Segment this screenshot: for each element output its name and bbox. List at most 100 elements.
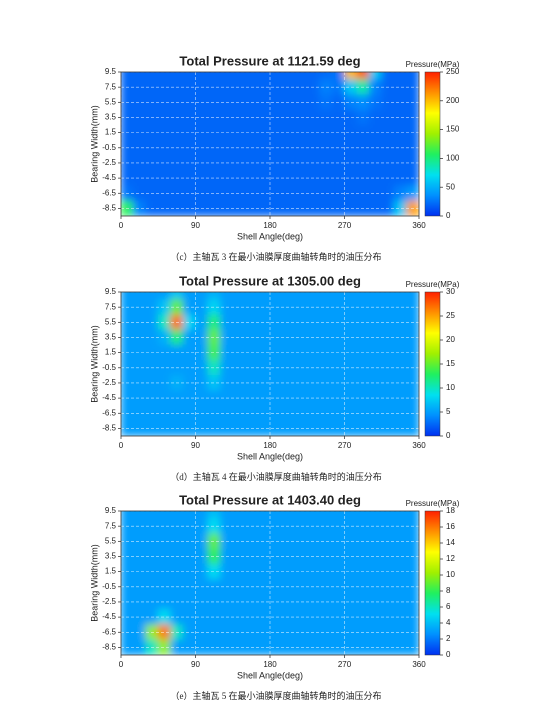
heatmap-cell [381, 72, 395, 80]
heatmap-cell [331, 511, 345, 519]
heatmap-cell [133, 518, 147, 535]
heatmap-cell [121, 292, 134, 300]
heatmap-cell [319, 109, 333, 126]
heatmap-cell [393, 292, 407, 300]
heatmap-cell [344, 639, 358, 655]
heatmap-cell [344, 155, 358, 171]
heatmap-cell [182, 200, 196, 216]
heatmap-cell [344, 359, 358, 376]
heatmap-cell [344, 533, 358, 550]
heatmap-cell [133, 292, 147, 300]
heatmap-cell [133, 624, 147, 641]
heatmap-cell [319, 563, 333, 580]
heatmap-cell [207, 170, 221, 186]
colorbar-tick-label: 6 [446, 602, 451, 611]
heatmap-cell [182, 375, 196, 391]
heatmap-cell [157, 79, 171, 96]
heatmap-cell [393, 299, 407, 316]
colorbar-tick-label: 50 [446, 182, 455, 191]
heatmap-cell [207, 292, 221, 300]
colorbar-tick-label: 14 [446, 538, 455, 547]
heatmap-cell [133, 94, 147, 111]
heatmap-cell [344, 344, 358, 361]
heatmap-cell [319, 405, 333, 422]
heatmap-cell [344, 518, 358, 535]
colorbar-tick-label: 0 [446, 431, 451, 440]
heatmap-cell [319, 609, 333, 625]
heatmap-cell [133, 139, 147, 156]
heatmap-cell [182, 578, 196, 595]
x-tick-label: 270 [338, 660, 352, 669]
heatmap-chart: Total Pressure at 1121.59 deg 0 90 180 270 36… [89, 53, 460, 262]
heatmap-cell [393, 329, 407, 346]
heatmap-cell [133, 155, 147, 171]
heatmap-cell [207, 533, 221, 550]
colorbar-tick-label: 0 [446, 650, 451, 659]
x-tick-label: 180 [263, 221, 277, 230]
heatmap-cell [257, 72, 271, 80]
y-tick-label: 3.5 [105, 113, 117, 122]
heatmap-cell [294, 292, 308, 300]
heatmap-cell [319, 624, 333, 641]
heatmap-cell [344, 72, 358, 80]
heatmap-cell [157, 578, 171, 595]
heatmap-cell [369, 375, 383, 391]
heatmap-cell [157, 299, 171, 316]
heatmap-cell [157, 292, 171, 300]
heatmap-cell [319, 578, 333, 595]
heatmap-cell [133, 594, 147, 610]
x-tick-label: 270 [338, 441, 352, 450]
chart-title: Total Pressure at 1403.40 deg [179, 492, 361, 507]
heatmap-cell [393, 124, 407, 141]
heatmap-cell [369, 359, 383, 376]
heatmap-cell [121, 511, 134, 519]
heatmap-cell [170, 72, 184, 80]
heatmap-cell [182, 639, 196, 655]
heatmap-cell [369, 609, 383, 625]
heatmap-cell [133, 109, 147, 126]
heatmap-cell [369, 124, 383, 141]
heatmap-cell [133, 420, 147, 436]
y-tick-label: 5.5 [105, 97, 117, 106]
heatmap-cell [319, 390, 333, 406]
y-tick-label: 7.5 [105, 521, 117, 530]
heatmap-cell [133, 299, 147, 316]
colorbar-tick-label: 200 [446, 96, 460, 105]
heatmap-cell [207, 200, 221, 216]
heatmap-cell [207, 185, 221, 202]
heatmap-cell [369, 420, 383, 436]
heatmap-cell [257, 292, 271, 300]
heatmap-cell [282, 511, 296, 519]
heatmap-cell [145, 72, 159, 80]
plot-frame [120, 291, 420, 437]
heatmap-cell [207, 609, 221, 625]
heatmap-cell [393, 200, 407, 216]
y-tick-label: -8.5 [102, 643, 116, 652]
figure-caption: （e）主轴瓦 5 在最小油膜厚度曲轴转角时的油压分布 [171, 690, 382, 701]
heatmap-cell [393, 548, 407, 565]
heatmap-cell [319, 94, 333, 111]
heatmap-cell [344, 329, 358, 346]
heatmap-cell [157, 359, 171, 376]
heatmap-cell [393, 420, 407, 436]
heatmap-cell [133, 329, 147, 346]
heatmap-cell [207, 511, 221, 519]
heatmap-cell [195, 511, 209, 519]
heatmap-cell [393, 375, 407, 391]
heatmap-cell [319, 639, 333, 655]
y-tick-label: 1.5 [105, 567, 117, 576]
heatmap-cell [195, 72, 209, 80]
y-tick-label: -0.5 [102, 143, 116, 152]
heatmap-cell [133, 390, 147, 406]
colorbar-tick-label: 25 [446, 311, 455, 320]
heatmap-cell [133, 548, 147, 565]
heatmap-cell [369, 94, 383, 111]
heatmap-cell [369, 511, 383, 519]
heatmap-cell [344, 375, 358, 391]
heatmap-cell [393, 563, 407, 580]
colorbar-tick-label: 100 [446, 154, 460, 163]
heatmap-cell [319, 185, 333, 202]
heatmap-cell [207, 344, 221, 361]
heatmap-cell [157, 314, 171, 331]
heatmap-cell [182, 139, 196, 156]
